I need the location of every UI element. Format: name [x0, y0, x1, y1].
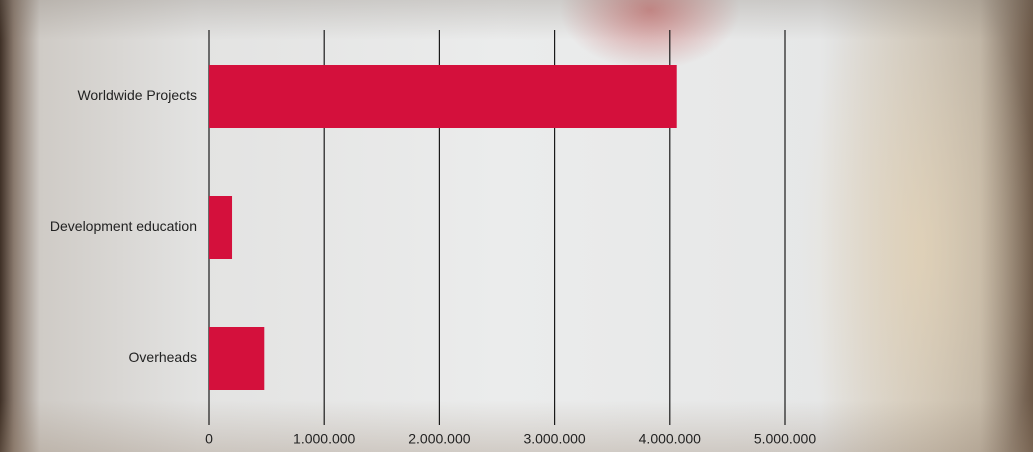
bar [209, 327, 265, 390]
y-tick-label: Development education [50, 218, 197, 234]
bar [209, 65, 677, 128]
bar [209, 196, 233, 259]
x-tick-label: 2.000.000 [408, 431, 470, 447]
x-tick-label: 1.000.000 [293, 431, 355, 447]
y-tick-label: Overheads [129, 349, 197, 365]
x-tick-label: 0 [205, 431, 213, 447]
x-tick-label: 5.000.000 [754, 431, 816, 447]
y-tick-label: Worldwide Projects [77, 87, 197, 103]
x-tick-label: 3.000.000 [523, 431, 585, 447]
x-tick-label: 4.000.000 [639, 431, 701, 447]
